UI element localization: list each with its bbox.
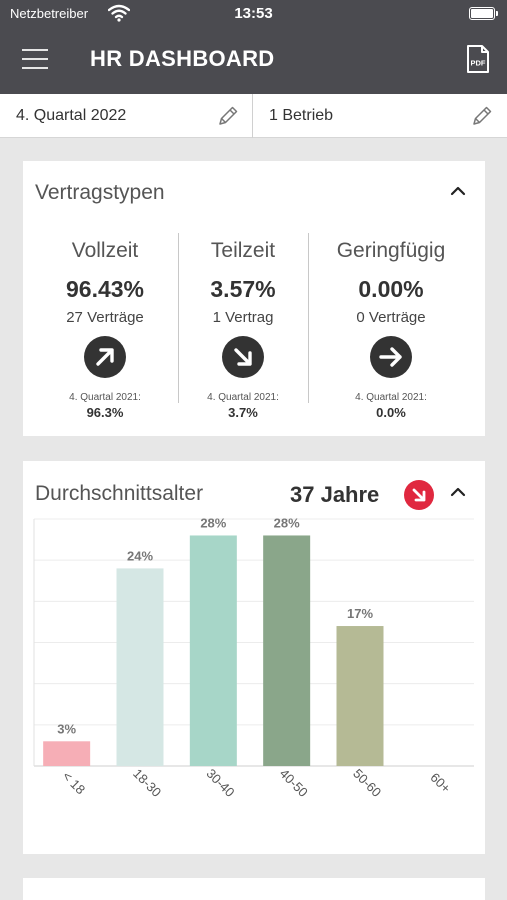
period-filter-label: 4. Quartal 2022: [16, 107, 127, 124]
location-filter[interactable]: 1 Betrieb: [253, 94, 507, 138]
edit-pencil-icon[interactable]: [217, 105, 239, 127]
card-title: Vertragstypen: [35, 181, 165, 204]
x-tick-label: 50-60: [350, 766, 384, 800]
location-filter-label: 1 Betrieb: [269, 107, 334, 124]
trend-down-right-icon: [404, 480, 434, 510]
contract-type-count: 0 Verträge: [356, 309, 426, 326]
contract-type-name: Geringfügig: [336, 239, 446, 262]
bar: [263, 535, 311, 766]
next-card: [23, 878, 485, 900]
x-tick-label: 18-30: [130, 766, 164, 800]
pdf-export-icon[interactable]: PDF: [466, 44, 490, 74]
column-divider: [178, 233, 179, 403]
contract-type-count: 27 Verträge: [66, 309, 144, 326]
contract-type-minijob: Geringfügig 0.00% 0 Verträge 4. Quartal …: [318, 239, 464, 489]
age-distribution-chart: 3% < 18 24% 18-30 28% 30-40 28% 40-50 17% 50-60 60…: [33, 516, 474, 800]
page-title: HR DASHBOARD: [90, 46, 275, 71]
previous-period-label: 4. Quartal 2021:: [69, 392, 141, 403]
trend-up-right-icon: [84, 336, 126, 378]
x-tick-label: 30-40: [203, 766, 237, 800]
pdf-icon-label: PDF: [471, 59, 486, 68]
column-divider: [308, 233, 309, 403]
status-bar: Netzbetreiber 13:53: [0, 0, 507, 28]
x-tick-label: 40-50: [277, 766, 311, 800]
period-filter[interactable]: 4. Quartal 2022: [0, 94, 253, 138]
battery-icon: [469, 7, 498, 20]
previous-period-value: 0.0%: [376, 405, 406, 420]
bar-value-label: 3%: [57, 721, 76, 736]
clock: 13:53: [234, 5, 273, 22]
previous-period-label: 4. Quartal 2021:: [207, 392, 279, 403]
average-age-card: Durchschnittsalter 37 Jahre 3% < 18 24% 18-…: [23, 461, 485, 854]
chevron-up-icon[interactable]: [449, 486, 467, 498]
contract-type-count: 1 Vertrag: [212, 309, 274, 326]
card-title: Durchschnittsalter: [35, 482, 204, 505]
bar-value-label: 24%: [127, 548, 153, 563]
bar: [336, 626, 384, 766]
bar-value-label: 28%: [200, 516, 226, 530]
filter-bar: 4. Quartal 2022 1 Betrieb: [0, 94, 507, 138]
contract-type-name: Teilzeit: [210, 239, 276, 262]
app-header: Netzbetreiber 13:53 HR DASHBOARD PDF: [0, 0, 507, 94]
trend-down-right-icon: [222, 336, 264, 378]
contract-type-parttime: Teilzeit 3.57% 1 Vertrag 4. Quartal 2021…: [170, 239, 316, 489]
bar-value-label: 17%: [347, 606, 373, 621]
bar: [43, 741, 91, 766]
contract-type-percent: 3.57%: [210, 276, 276, 302]
wifi-icon: [108, 4, 130, 22]
bar-value-label: 28%: [274, 516, 300, 530]
hamburger-menu-icon[interactable]: [22, 47, 48, 71]
contract-types-card: Vertragstypen Vollzeit 96.43% 27 Verträg…: [23, 161, 485, 436]
bar: [116, 568, 164, 766]
chevron-up-icon[interactable]: [449, 185, 467, 197]
trend-right-icon: [370, 336, 412, 378]
contract-type-percent: 96.43%: [65, 276, 144, 302]
x-tick-label: < 18: [59, 768, 88, 797]
average-age-value: 37 Jahre: [290, 482, 380, 507]
previous-period-value: 96.3%: [86, 405, 124, 420]
contract-type-name: Vollzeit: [71, 239, 139, 262]
bar: [189, 535, 237, 766]
x-tick-label: 60+: [427, 770, 453, 796]
carrier-name: Netzbetreiber: [10, 6, 89, 21]
previous-period-value: 3.7%: [228, 405, 258, 420]
contract-type-fulltime: Vollzeit 96.43% 27 Verträge 4. Quartal 2…: [32, 239, 178, 489]
edit-pencil-icon[interactable]: [471, 105, 493, 127]
contract-type-percent: 0.00%: [358, 276, 424, 302]
previous-period-label: 4. Quartal 2021:: [355, 392, 427, 403]
